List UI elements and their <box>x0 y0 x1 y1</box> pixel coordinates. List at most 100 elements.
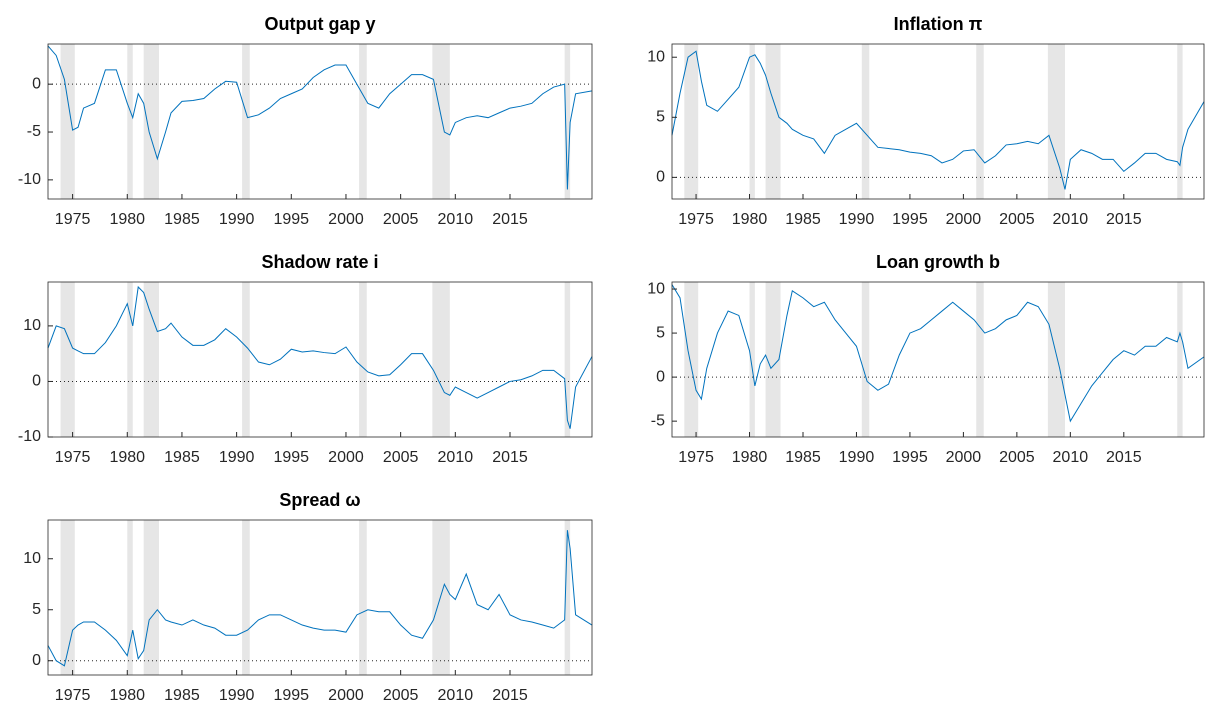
panel: -5 0 5 10 1975 1980 1985 1990 1995 2000 2005 2010 20… <box>647 252 1205 466</box>
y-tick-label: -10 <box>18 171 41 188</box>
axes-frame <box>47 519 593 676</box>
x-tick-label: 2010 <box>1053 449 1089 466</box>
recession-band <box>60 282 75 437</box>
panel: 0 5 10 1975 1980 1985 1990 1995 2000 2005 2010 2015… <box>647 14 1205 228</box>
y-tick-label: 0 <box>32 75 41 92</box>
data-line <box>47 285 593 429</box>
recession-band <box>861 44 870 199</box>
y-tick-label: 0 <box>656 169 665 186</box>
x-tick-label: 2010 <box>438 449 474 466</box>
y-tick-label: 10 <box>647 48 665 65</box>
x-tick-label: 1985 <box>785 211 821 228</box>
x-tick-label: 1980 <box>109 449 145 466</box>
x-tick-label: 1995 <box>273 211 309 228</box>
y-tick-label: 0 <box>32 373 41 390</box>
recession-band <box>143 44 159 199</box>
y-tick-label: 10 <box>23 317 41 334</box>
y-tick-label: -10 <box>18 428 41 445</box>
x-tick-label: 1990 <box>219 211 255 228</box>
y-tick-label: 5 <box>32 601 41 618</box>
x-tick-label: 2015 <box>492 211 528 228</box>
recession-band <box>127 44 133 199</box>
x-tick-label: 1980 <box>732 211 768 228</box>
recession-band <box>242 282 250 437</box>
x-tick-label: 1985 <box>164 211 200 228</box>
recession-band <box>765 282 781 437</box>
x-tick-label: 2005 <box>999 211 1035 228</box>
data-line <box>47 530 593 667</box>
data-line <box>671 284 1205 423</box>
recession-band <box>1047 44 1065 199</box>
x-tick-label: 2005 <box>383 687 419 704</box>
recession-band <box>976 282 984 437</box>
recession-band <box>684 282 699 437</box>
x-tick-label: 1995 <box>892 449 928 466</box>
recession-band <box>242 520 250 675</box>
y-tick-label: 0 <box>656 368 665 385</box>
y-tick-label: 5 <box>656 109 665 126</box>
x-tick-label: 1980 <box>109 211 145 228</box>
axes-frame <box>47 43 593 200</box>
y-tick-label: 5 <box>656 324 665 341</box>
y-tick-label: -5 <box>27 123 41 140</box>
recession-band <box>359 520 367 675</box>
x-tick-label: 1995 <box>892 211 928 228</box>
x-tick-label: 1980 <box>109 687 145 704</box>
x-tick-label: 1990 <box>219 687 255 704</box>
recession-band <box>359 282 367 437</box>
x-tick-label: 1975 <box>55 687 91 704</box>
recession-band <box>749 44 755 199</box>
recession-band <box>432 44 450 199</box>
x-tick-label: 1975 <box>55 211 91 228</box>
axes-frame <box>671 43 1205 200</box>
recession-band <box>432 282 450 437</box>
x-tick-label: 1985 <box>164 687 200 704</box>
x-tick-label: 2000 <box>328 211 364 228</box>
recession-band <box>564 44 571 199</box>
y-tick-label: 10 <box>647 280 665 297</box>
recession-band <box>143 282 159 437</box>
x-tick-label: 2015 <box>492 449 528 466</box>
panel-title: Inflation π <box>894 14 983 34</box>
x-tick-label: 1975 <box>678 211 714 228</box>
x-tick-label: 2010 <box>1053 211 1089 228</box>
x-tick-label: 1985 <box>785 449 821 466</box>
panel-title: Loan growth b <box>876 252 1000 272</box>
recession-band <box>564 282 571 437</box>
recession-band <box>143 520 159 675</box>
x-tick-label: 2000 <box>328 449 364 466</box>
recession-band <box>127 520 133 675</box>
panel: 0 5 10 1975 1980 1985 1990 1995 2000 2005 2010 2015… <box>23 490 593 704</box>
x-tick-label: 2005 <box>383 211 419 228</box>
y-tick-label: 10 <box>23 550 41 567</box>
x-tick-label: 2015 <box>1106 211 1142 228</box>
recession-band <box>765 44 781 199</box>
x-tick-label: 1995 <box>273 687 309 704</box>
x-tick-label: 1980 <box>732 449 768 466</box>
recession-band <box>127 282 133 437</box>
y-tick-label: 0 <box>32 652 41 669</box>
recession-band <box>1047 282 1065 437</box>
panel-title: Spread ω <box>279 490 360 510</box>
x-tick-label: 2010 <box>438 687 474 704</box>
x-tick-label: 2000 <box>946 449 982 466</box>
x-tick-label: 2005 <box>383 449 419 466</box>
axes-frame <box>47 281 593 438</box>
recession-band <box>242 44 250 199</box>
recession-band <box>1177 282 1183 437</box>
recession-band <box>684 44 699 199</box>
x-tick-label: 2000 <box>946 211 982 228</box>
x-tick-label: 2000 <box>328 687 364 704</box>
recession-band <box>976 44 984 199</box>
recession-band <box>861 282 870 437</box>
x-tick-label: 1985 <box>164 449 200 466</box>
panel-title: Shadow rate i <box>261 252 378 272</box>
x-tick-label: 1975 <box>678 449 714 466</box>
x-tick-label: 1990 <box>839 211 875 228</box>
x-tick-label: 1990 <box>219 449 255 466</box>
x-tick-label: 1975 <box>55 449 91 466</box>
x-tick-label: 1990 <box>839 449 875 466</box>
data-line <box>671 50 1205 190</box>
